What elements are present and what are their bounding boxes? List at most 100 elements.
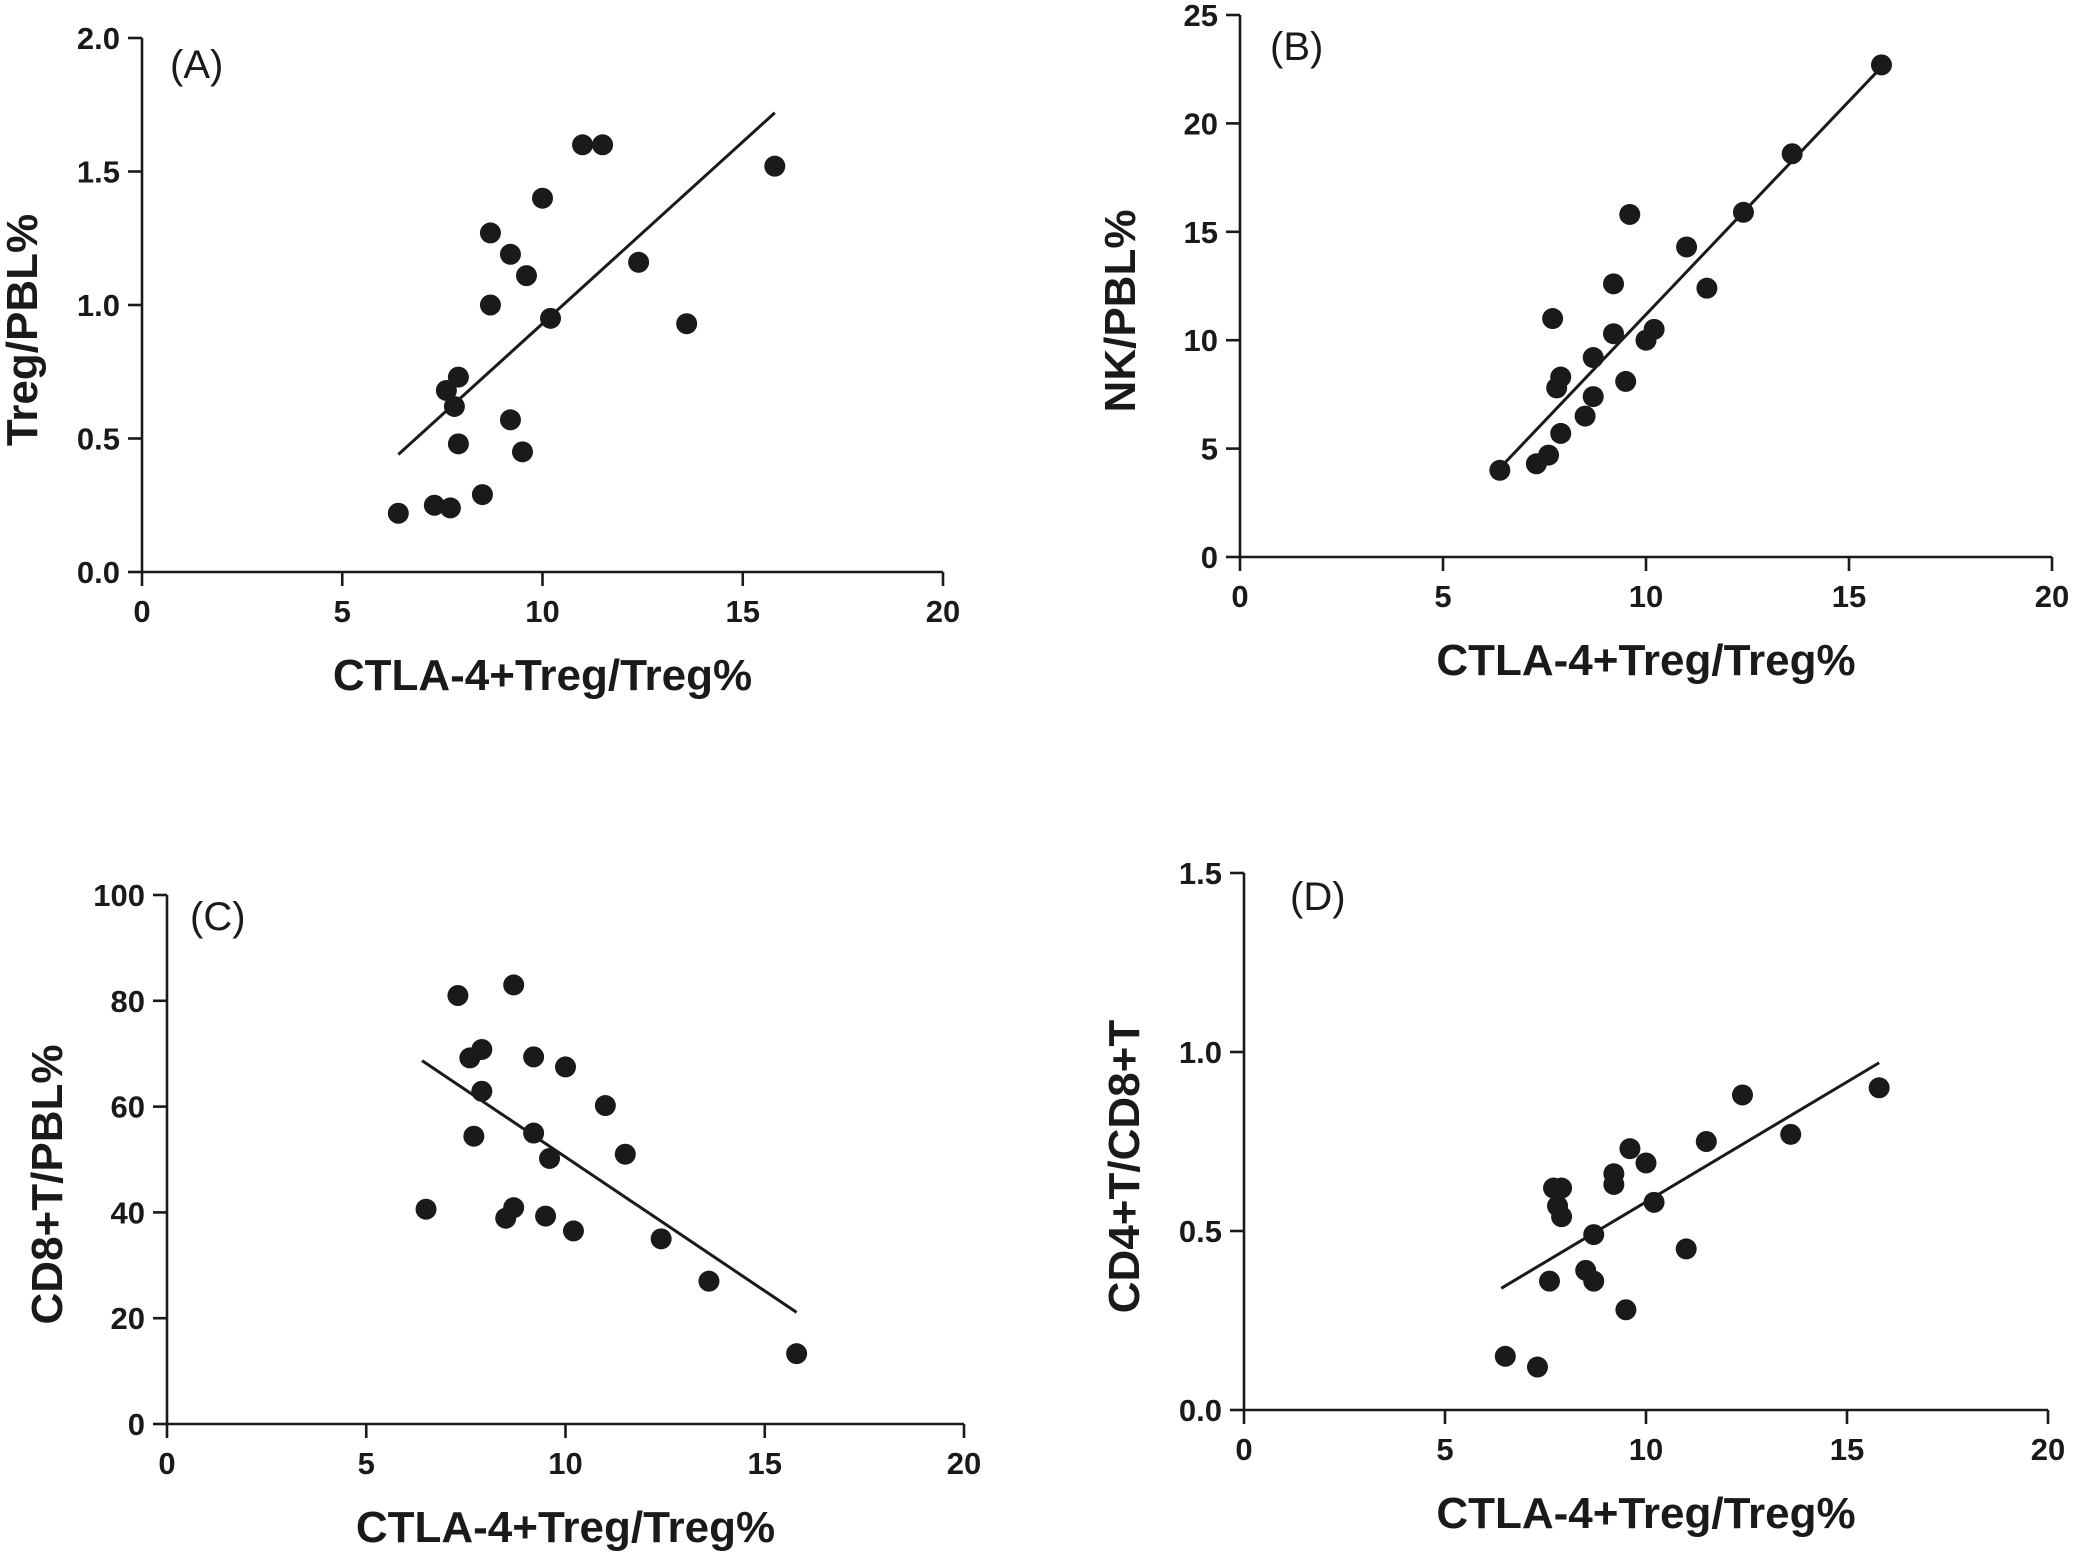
- data-point: [1583, 1270, 1605, 1292]
- data-point: [423, 494, 445, 516]
- data-point: [614, 1143, 636, 1165]
- data-point: [786, 1343, 808, 1365]
- data-point: [594, 1095, 616, 1117]
- data-point: [572, 134, 594, 156]
- data-point: [1676, 236, 1698, 258]
- panel-c: 0 5 10 15 20 0 20 40 60 80 100 CTLA-4+Treg/Treg% CD8…: [23, 878, 981, 1552]
- data-point: [439, 497, 461, 519]
- x-tick-label: 5: [334, 594, 351, 629]
- data-point: [1603, 1173, 1625, 1195]
- data-point: [1780, 1123, 1802, 1145]
- data-point: [447, 366, 469, 388]
- y-axis-title: Treg/PBL%: [0, 214, 47, 446]
- panel-b: 0 5 10 15 20 0 5 10 15 20 25 CTLA-4+Treg/Treg% NK/PB…: [1096, 0, 2069, 685]
- x-tick-label: 0: [158, 1446, 175, 1481]
- data-point: [1732, 201, 1754, 223]
- data-point: [764, 155, 786, 177]
- data-point: [1542, 308, 1564, 330]
- x-tick-label: 5: [1436, 1432, 1453, 1467]
- y-tick-label: 100: [93, 878, 145, 913]
- data-point: [1551, 1177, 1573, 1199]
- data-point: [562, 1220, 584, 1242]
- x-tick-label: 15: [748, 1446, 782, 1481]
- y-axis-title: CD4+T/CD8+T: [1100, 1020, 1149, 1314]
- data-point: [1603, 273, 1625, 295]
- panel-label-d: (D): [1290, 875, 1346, 919]
- x-tick-label: 0: [133, 594, 150, 629]
- data-point: [1582, 347, 1604, 369]
- data-point: [1526, 1356, 1548, 1378]
- data-point: [415, 1198, 437, 1220]
- y-tick-label: 60: [111, 1090, 145, 1125]
- y-axis-title: NK/PBL%: [1096, 210, 1145, 413]
- data-point: [1539, 1270, 1561, 1292]
- x-axis-title: CTLA-4+Treg/Treg%: [1436, 636, 1855, 685]
- data-point: [1868, 1077, 1890, 1099]
- data-point: [515, 265, 537, 287]
- data-point: [698, 1270, 720, 1292]
- data-point: [592, 134, 614, 156]
- data-point: [499, 409, 521, 431]
- x-tick-label: 5: [358, 1446, 375, 1481]
- y-tick-label: 15: [1184, 215, 1218, 250]
- data-point: [499, 243, 521, 265]
- data-point: [1635, 1152, 1657, 1174]
- regression-line: [1498, 65, 1883, 470]
- data-point: [540, 307, 562, 329]
- y-tick-label: 20: [1184, 106, 1218, 141]
- y-tick-label: 20: [111, 1301, 145, 1336]
- data-point: [532, 187, 553, 209]
- data-point: [435, 379, 457, 401]
- data-point: [1489, 459, 1511, 481]
- data-point: [1695, 1131, 1717, 1152]
- data-point: [1603, 323, 1625, 345]
- x-tick-label: 0: [1235, 1432, 1252, 1467]
- data-point: [1582, 386, 1604, 408]
- panel-d: 0 5 10 15 20 0.0 0.5 1.0 1.5 CTLA-4+Treg/Treg% CD4…: [1100, 856, 2065, 1538]
- data-point: [1550, 422, 1572, 444]
- y-tick-label: 80: [111, 984, 145, 1019]
- data-point: [1643, 318, 1665, 340]
- data-point: [503, 974, 525, 996]
- x-tick-label: 10: [1629, 579, 1663, 614]
- data-point: [1551, 1206, 1573, 1228]
- y-tick-label: 1.0: [1179, 1035, 1222, 1070]
- data-point: [479, 294, 501, 316]
- data-point: [1619, 203, 1641, 225]
- x-axis-title: CTLA-4+Treg/Treg%: [356, 1503, 775, 1552]
- y-axis-title: CD8+T/PBL%: [23, 1045, 72, 1325]
- data-point: [447, 985, 469, 1007]
- data-point: [650, 1228, 672, 1250]
- x-tick-label: 20: [2031, 1432, 2065, 1467]
- x-tick-label: 10: [525, 594, 559, 629]
- y-tick-label: 0: [1201, 540, 1218, 575]
- x-tick-label: 0: [1231, 579, 1248, 614]
- x-tick-label: 10: [1629, 1432, 1663, 1467]
- data-point: [1696, 277, 1718, 299]
- regression-line: [1500, 1061, 1880, 1290]
- data-point: [523, 1046, 545, 1068]
- x-axis-title: CTLA-4+Treg/Treg%: [333, 651, 752, 700]
- data-point: [1574, 405, 1596, 427]
- data-point: [471, 1038, 493, 1060]
- x-tick-label: 20: [2035, 579, 2069, 614]
- data-point: [1538, 444, 1560, 466]
- y-tick-label: 2.0: [77, 21, 120, 56]
- y-tick-label: 0.5: [1179, 1214, 1222, 1249]
- panel-label-c: (C): [190, 895, 246, 939]
- x-tick-label: 15: [1830, 1432, 1864, 1467]
- panel-a: 0 5 10 15 20 0.0 0.5 1.0 1.5 2.0 CTLA-4+Treg/Treg%…: [0, 21, 960, 700]
- data-point: [511, 441, 533, 463]
- data-point: [1731, 1084, 1753, 1106]
- data-point: [503, 1197, 525, 1219]
- data-point: [1615, 370, 1637, 392]
- data-point: [479, 222, 501, 244]
- data-point: [539, 1147, 561, 1169]
- data-point: [1615, 1299, 1637, 1321]
- data-point: [535, 1205, 557, 1227]
- data-point: [387, 502, 409, 524]
- x-tick-label: 20: [947, 1446, 981, 1481]
- y-tick-label: 10: [1184, 323, 1218, 358]
- data-point: [463, 1125, 485, 1147]
